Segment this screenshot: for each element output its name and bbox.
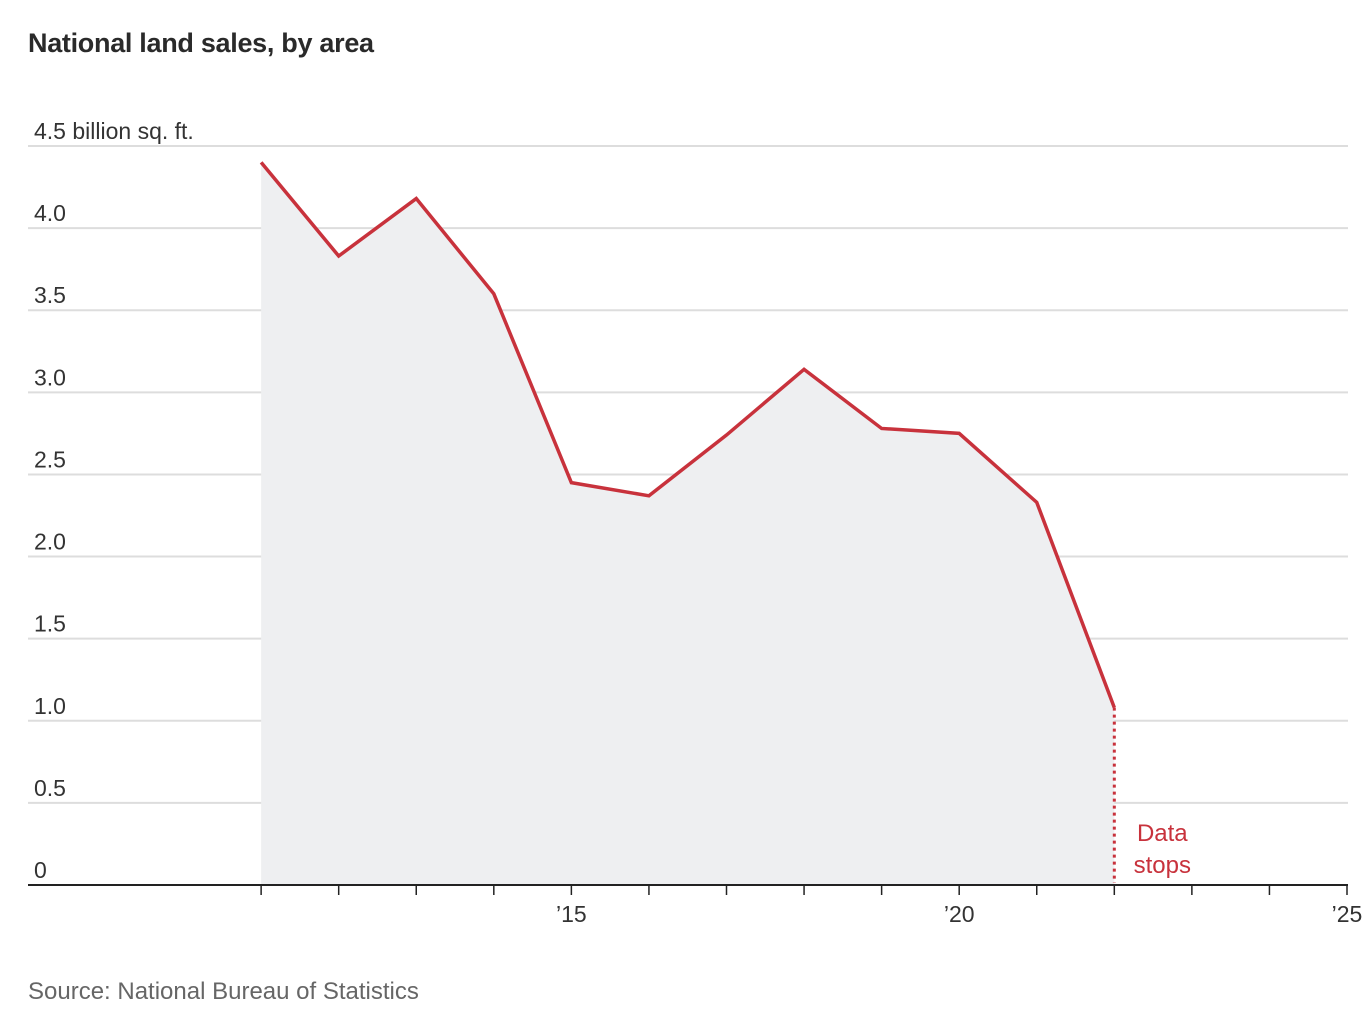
y-tick-label: 1.5 bbox=[34, 611, 66, 637]
y-tick-label: 4.5 billion sq. ft. bbox=[34, 118, 194, 144]
y-tick-label: 2.0 bbox=[34, 529, 66, 555]
x-axis bbox=[28, 884, 1348, 895]
y-tick-label: 4.0 bbox=[34, 200, 66, 226]
series-line bbox=[259, 161, 1116, 709]
x-tick-label: ’15 bbox=[556, 901, 587, 927]
x-tick-label: ’20 bbox=[944, 901, 975, 927]
x-axis-labels: ’15 ’20 ’25 bbox=[556, 901, 1362, 927]
y-axis-labels: 4.5 billion sq. ft. 4.0 3.5 3.0 2.5 2.0 1.5 1.0… bbox=[34, 118, 194, 883]
y-tick-label: 1.0 bbox=[34, 693, 66, 719]
x-tick-label: ’25 bbox=[1332, 901, 1363, 927]
source-note: Source: National Bureau of Statistics bbox=[28, 978, 419, 1005]
annotation-label: Data bbox=[1137, 820, 1188, 847]
area-fill bbox=[261, 162, 1115, 885]
y-tick-label: 3.0 bbox=[34, 364, 66, 390]
y-tick-label: 0 bbox=[34, 857, 47, 883]
chart-title: National land sales, by area bbox=[28, 28, 374, 58]
annotation-label: stops bbox=[1134, 852, 1191, 879]
y-tick-label: 3.5 bbox=[34, 282, 66, 308]
series-land-sales bbox=[259, 161, 1116, 709]
data-stops-annotation: Data stops bbox=[1112, 707, 1191, 883]
y-tick-label: 2.5 bbox=[34, 446, 66, 472]
y-tick-label: 0.5 bbox=[34, 775, 66, 801]
